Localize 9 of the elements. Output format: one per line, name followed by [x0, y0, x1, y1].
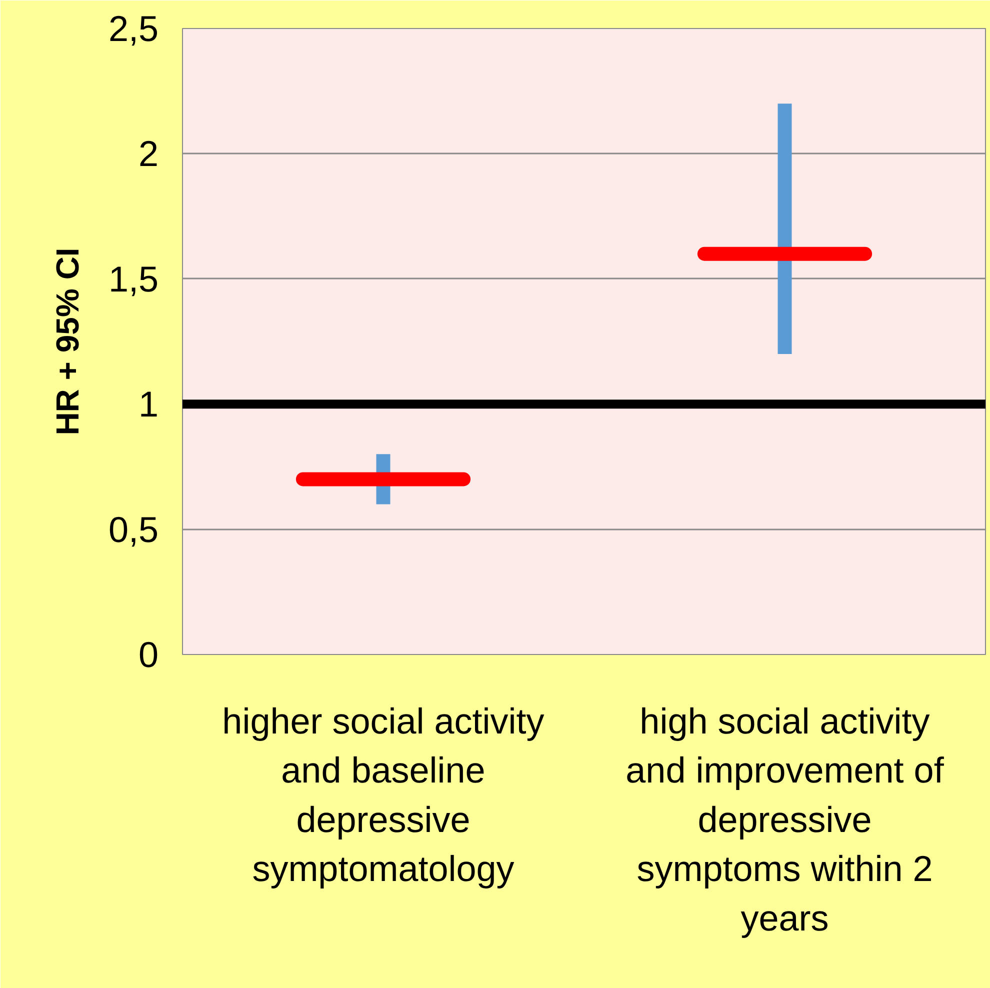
- y-tick-label: 2: [138, 133, 159, 174]
- y-tick-label: 0,5: [108, 508, 158, 550]
- y-axis-title: HR + 95% CI: [49, 248, 86, 436]
- y-tick-label: 2,5: [108, 8, 158, 49]
- y-tick-label: 1: [138, 384, 159, 425]
- y-tick-label: 0: [138, 634, 159, 675]
- y-tick-label: 1,5: [108, 258, 158, 300]
- x-tick-label: high social activity and improvement of depressive symptoms within 2 years: [626, 700, 945, 938]
- x-tick-label: higher social activity and baseline depressive symptomatology: [222, 700, 544, 890]
